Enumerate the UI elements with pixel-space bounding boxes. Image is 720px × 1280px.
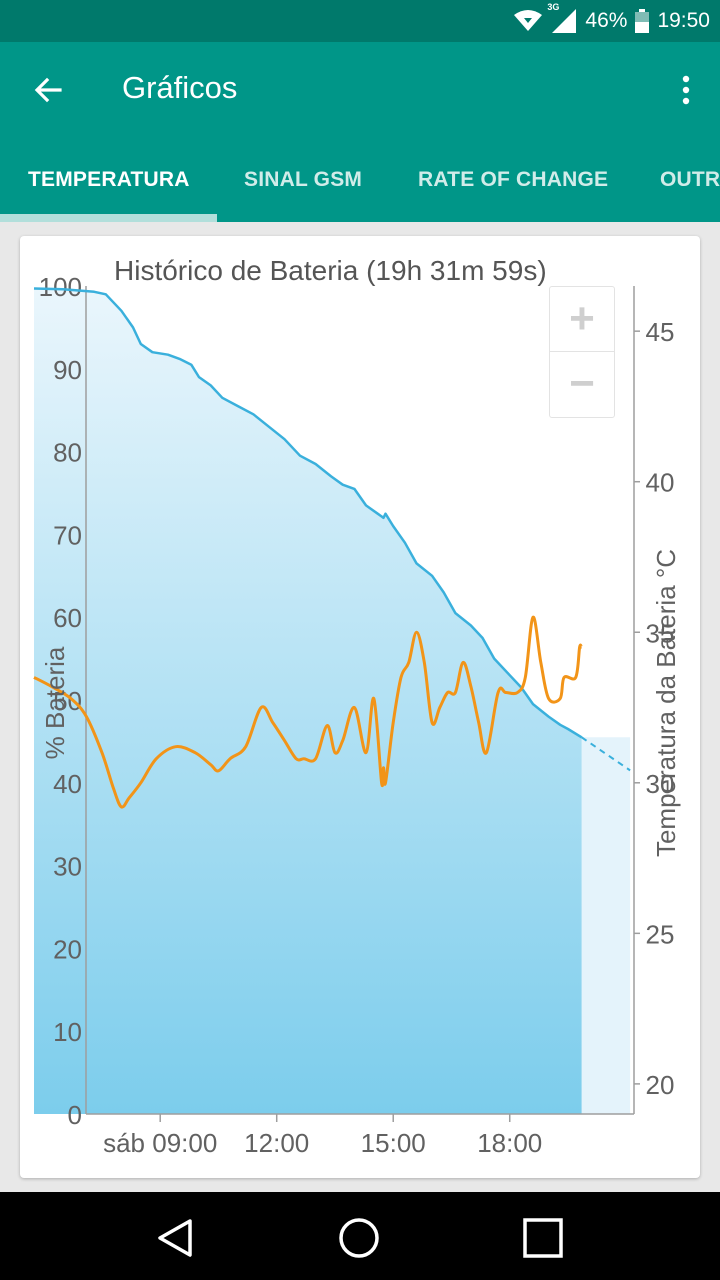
- tab-temperatura[interactable]: TEMPERATURA: [28, 168, 190, 191]
- y-axis-label: % Bateria: [40, 646, 70, 759]
- battery-line: [33, 287, 583, 739]
- zoom-controls: + −: [549, 286, 615, 418]
- x-tick-label: 12:00: [244, 1128, 309, 1158]
- minus-icon: −: [569, 359, 595, 408]
- battery-icon: [635, 9, 650, 33]
- temperature-line: [33, 615, 584, 809]
- tab-sinal-gsm[interactable]: SINAL GSM: [244, 168, 363, 191]
- y2-axis-label: Temperatura da Bateria °C: [651, 549, 681, 857]
- tab-outros[interactable]: OUTR: [660, 168, 720, 191]
- plus-icon: +: [569, 294, 595, 343]
- overflow-menu-button[interactable]: [666, 64, 706, 116]
- y2-tick-label: 20: [646, 1070, 675, 1100]
- wifi-icon: [513, 9, 543, 33]
- x-tick-label: 15:00: [361, 1128, 426, 1158]
- tab-bar: TEMPERATURA SINAL GSM RATE OF CHANGE OUT…: [0, 138, 720, 222]
- y2-tick-label: 30: [646, 769, 675, 799]
- battery-projection-line: [581, 736, 631, 772]
- y2-tick-label: 40: [646, 468, 675, 498]
- network-type-label: 3G: [547, 2, 560, 12]
- signal-icon: 3G: [547, 2, 577, 34]
- zoom-in-button[interactable]: +: [550, 287, 614, 352]
- y-tick-label: 60: [53, 603, 82, 633]
- y2-tick-label: 35: [646, 618, 675, 648]
- chart-title: Histórico de Bateria (19h 31m 59s): [114, 255, 547, 286]
- chart-card: 0 10 20 30 40 50 60 70 80 90 100 20 25 30 35 40 45 sáb 09…: [20, 236, 700, 1178]
- square-recents-icon: [523, 1218, 563, 1258]
- y-tick-label: 20: [53, 934, 82, 964]
- tab-indicator: [0, 214, 217, 222]
- y-tick-label: 40: [53, 769, 82, 799]
- projection-area: [581, 737, 631, 1114]
- back-button[interactable]: [22, 64, 74, 116]
- nav-recents-button[interactable]: [515, 1210, 571, 1266]
- status-icons: 3G 46% 19:50: [513, 0, 710, 42]
- y-tick-label: 70: [53, 520, 82, 550]
- y-tick-label: 80: [53, 438, 82, 468]
- battery-percent: 46%: [585, 9, 628, 32]
- x-tick-label: sáb 09:00: [103, 1128, 217, 1158]
- arrow-back-icon: [33, 75, 63, 105]
- more-vert-icon: [681, 75, 691, 105]
- page-title: Gráficos: [122, 70, 238, 105]
- nav-home-button[interactable]: [331, 1210, 387, 1266]
- y-tick-label: 0: [68, 1100, 82, 1130]
- y-tick-label: 90: [53, 355, 82, 385]
- y2-tick-label: 25: [646, 919, 675, 949]
- navigation-bar: [0, 1192, 720, 1280]
- x-tick-label: 18:00: [477, 1128, 542, 1158]
- clock: 19:50: [657, 9, 710, 32]
- tab-rate-of-change[interactable]: RATE OF CHANGE: [418, 168, 609, 191]
- circle-home-icon: [337, 1216, 381, 1260]
- y-tick-label: 30: [53, 852, 82, 882]
- app-bar: Gráficos: [0, 42, 720, 138]
- y-tick-label: 100: [39, 272, 82, 302]
- status-bar: 3G 46% 19:50: [0, 0, 720, 42]
- y2-tick-label: 45: [646, 317, 675, 347]
- zoom-out-button[interactable]: −: [550, 352, 614, 416]
- y-tick-label: 10: [53, 1017, 82, 1047]
- nav-back-button[interactable]: [148, 1210, 204, 1266]
- battery-area: [34, 288, 582, 1114]
- triangle-back-icon: [156, 1218, 196, 1258]
